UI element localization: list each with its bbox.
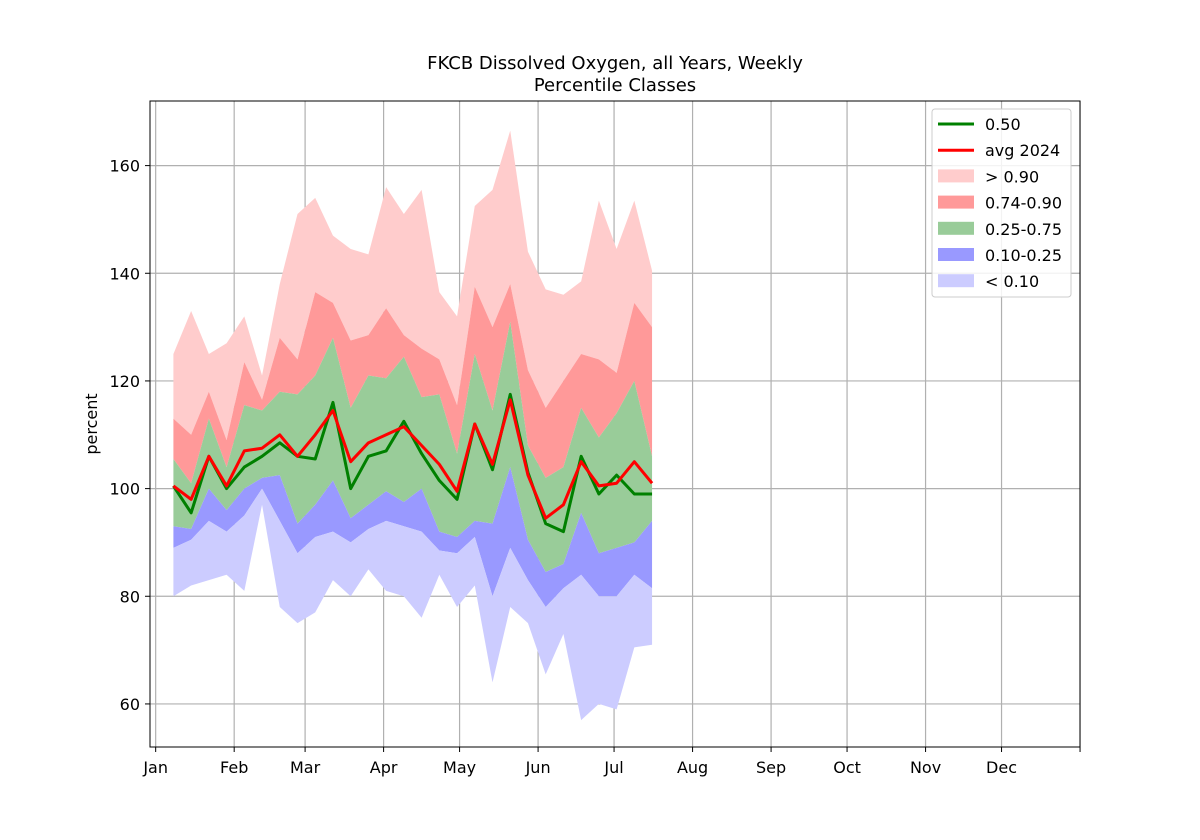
legend-patch-swatch bbox=[938, 169, 974, 183]
legend-label: 0.10-0.25 bbox=[985, 246, 1062, 265]
band-area bbox=[173, 488, 653, 721]
x-tick-label: Oct bbox=[833, 758, 861, 777]
chart-subtitle: Percentile Classes bbox=[534, 75, 696, 96]
y-tick-label: 160 bbox=[109, 157, 140, 176]
legend-patch-swatch bbox=[938, 221, 974, 235]
x-tick-label: May bbox=[443, 758, 476, 777]
series-line bbox=[172, 398, 654, 520]
legend: 0.50 avg 2024 > 0.90 0.74-0.90 0.25-0.75 0.10… bbox=[931, 108, 1072, 298]
x-tick-label: Feb bbox=[220, 758, 248, 777]
plot-frame bbox=[149, 100, 1081, 748]
percentile-bands bbox=[173, 130, 653, 721]
x-tick-label: Apr bbox=[370, 758, 398, 777]
band-area bbox=[173, 321, 653, 573]
legend-patch-swatch bbox=[938, 274, 974, 288]
x-tick-label: Jun bbox=[525, 758, 551, 777]
legend-label: 0.50 bbox=[985, 115, 1021, 134]
band-area bbox=[173, 130, 653, 441]
legend-label: 0.74-0.90 bbox=[985, 194, 1062, 213]
y-tick-label: 120 bbox=[109, 372, 140, 391]
y-tick-label: 100 bbox=[109, 480, 140, 499]
band-area bbox=[173, 467, 653, 608]
legend-patch-swatch bbox=[938, 195, 974, 209]
y-tick-label: 60 bbox=[120, 695, 140, 714]
legend-label: < 0.10 bbox=[985, 272, 1039, 291]
legend-label: > 0.90 bbox=[985, 167, 1039, 186]
y-tick-label: 80 bbox=[120, 587, 140, 606]
y-tick-label: 140 bbox=[109, 264, 140, 283]
x-tick-label: Dec bbox=[986, 758, 1017, 777]
x-tick-label: Aug bbox=[677, 758, 708, 777]
y-axis-label: percent bbox=[82, 393, 101, 454]
x-tick-label: Nov bbox=[910, 758, 941, 777]
axis-ticks: 60 80 100 120 140 160 Jan Feb Mar Apr May Jun Jul Aug… bbox=[109, 157, 1081, 777]
x-tick-label: Sep bbox=[756, 758, 786, 777]
series-lines bbox=[172, 392, 654, 534]
x-tick-label: Jul bbox=[603, 758, 623, 777]
legend-patch-swatch bbox=[938, 248, 974, 261]
legend-label: 0.25-0.75 bbox=[985, 220, 1062, 239]
band-area bbox=[173, 284, 653, 484]
x-tick-label: Mar bbox=[290, 758, 321, 777]
legend-label: avg 2024 bbox=[985, 141, 1060, 160]
x-tick-label: Jan bbox=[142, 758, 168, 777]
chart-title: FKCB Dissolved Oxygen, all Years, Weekly bbox=[427, 53, 803, 74]
